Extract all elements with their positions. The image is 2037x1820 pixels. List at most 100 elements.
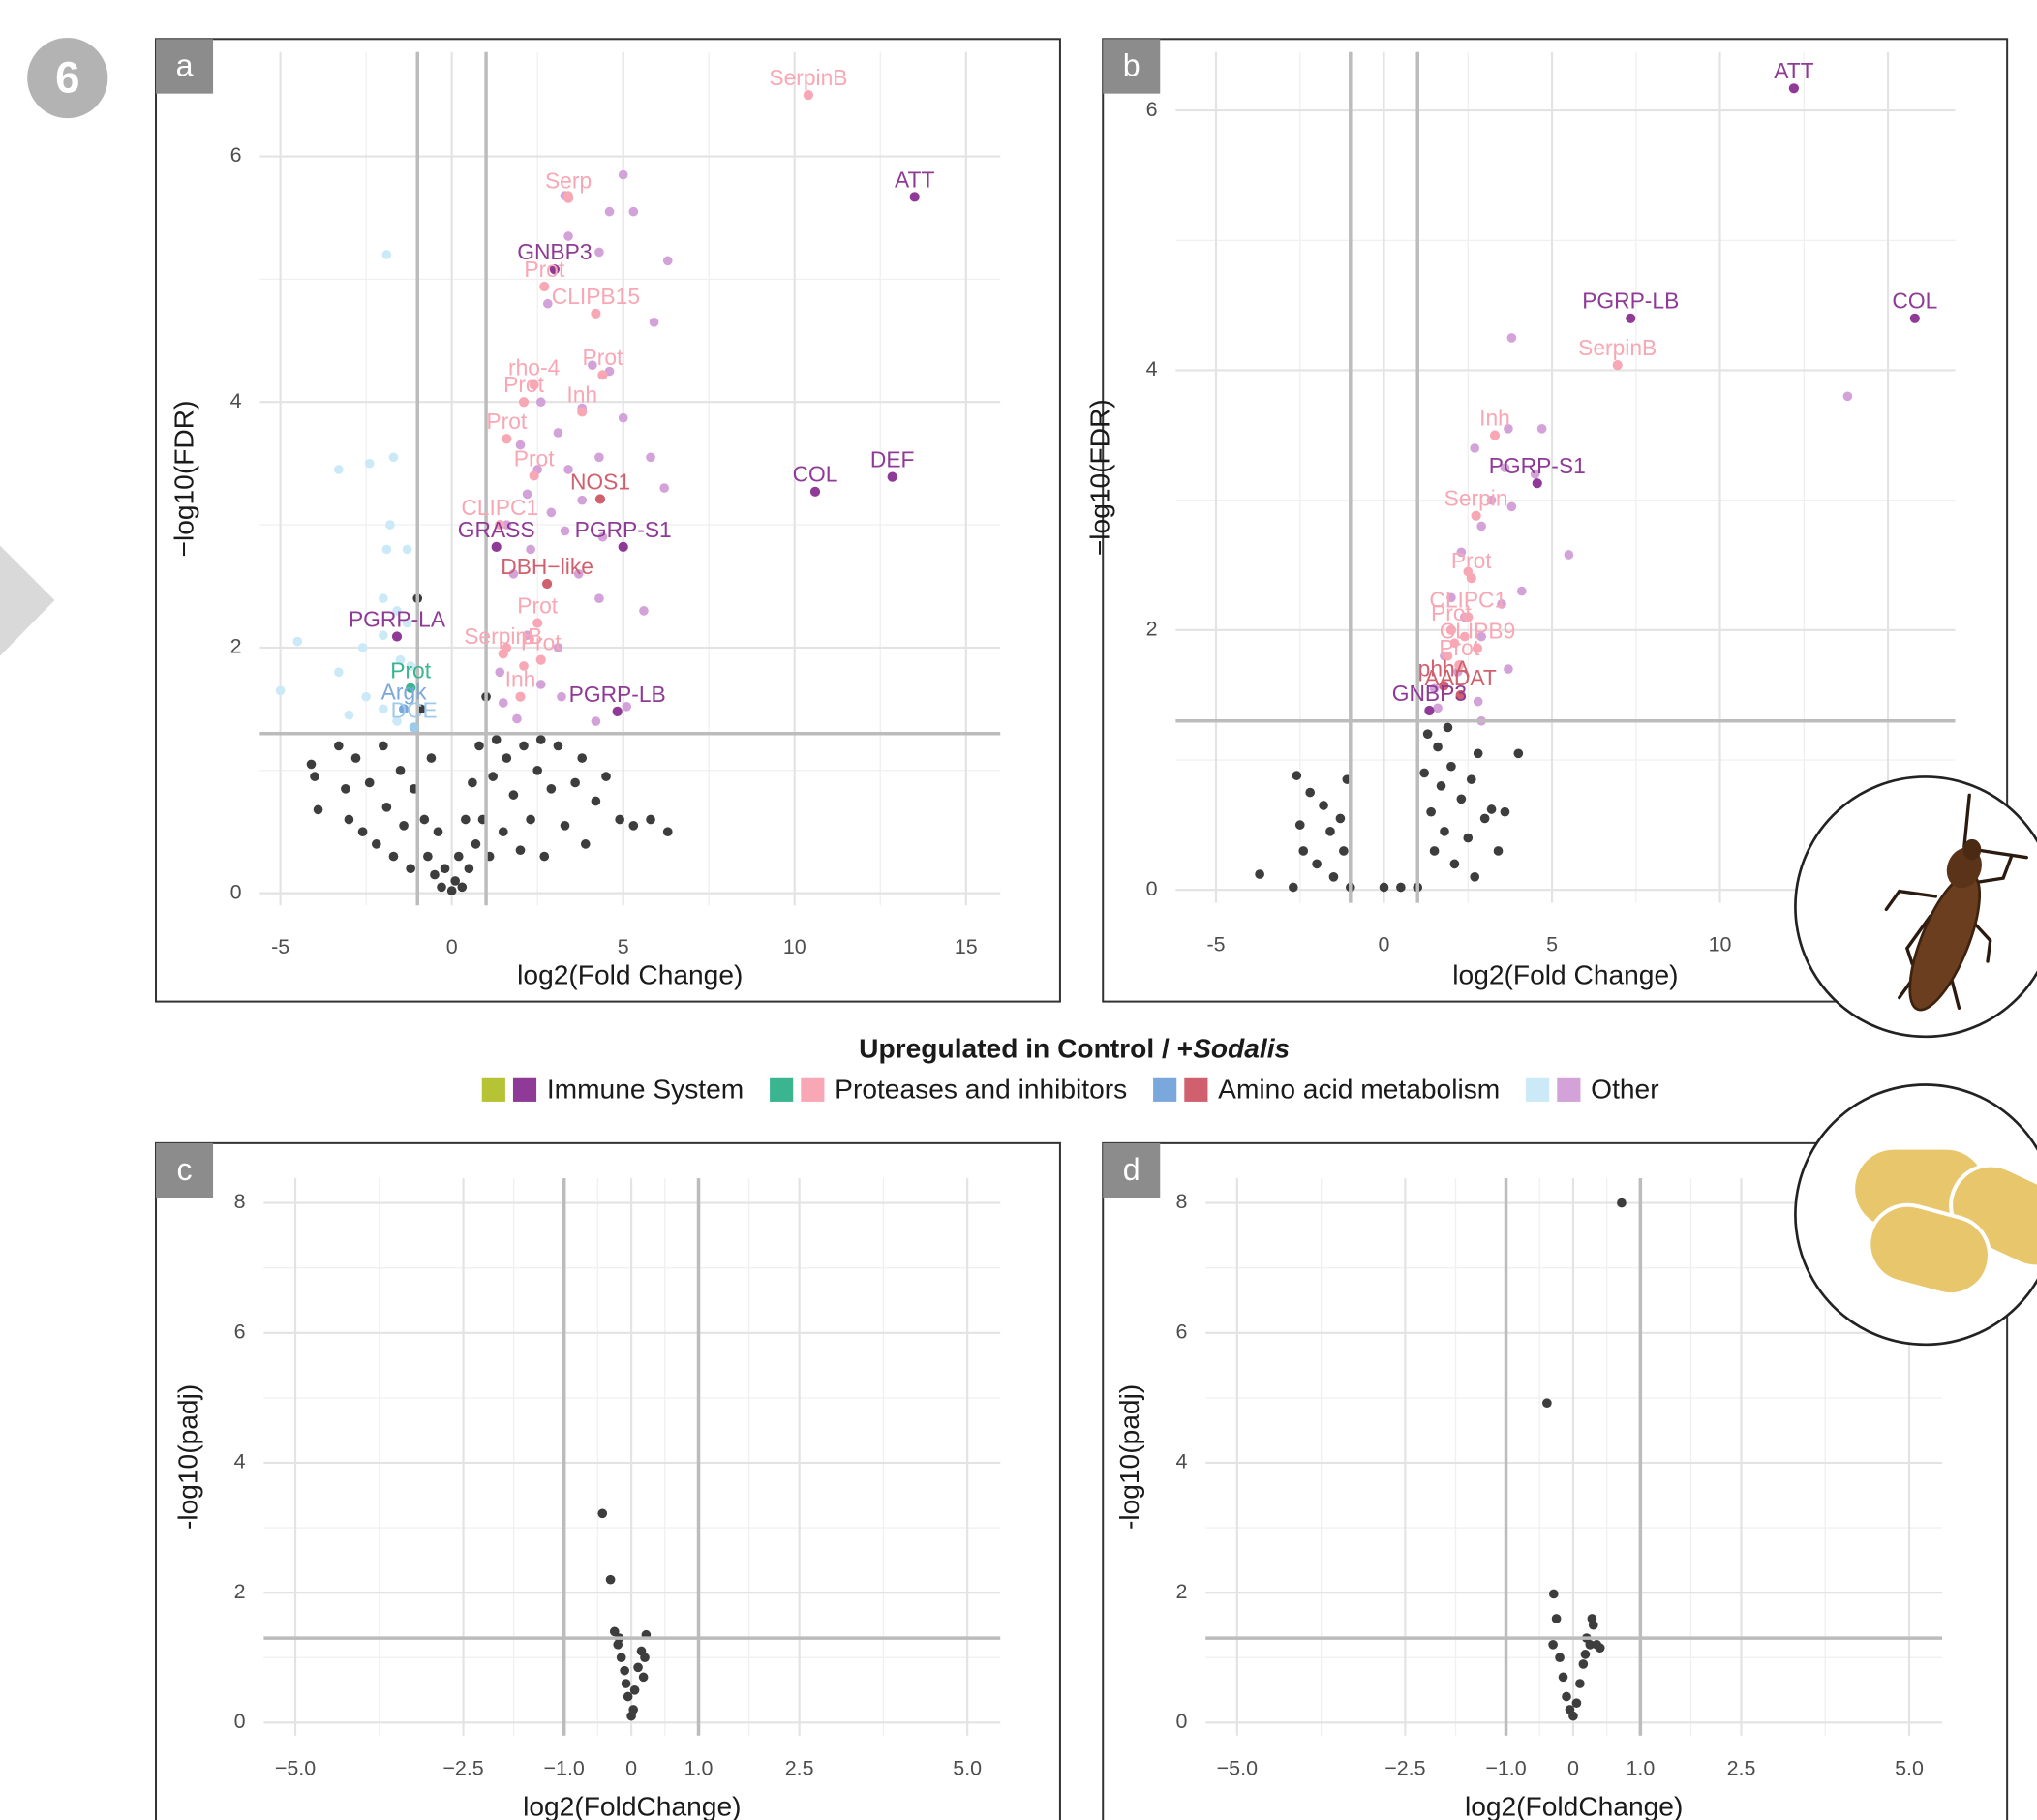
point: [547, 508, 557, 518]
point: [1513, 748, 1523, 758]
point: [1457, 794, 1467, 804]
legend-swatch: [513, 1078, 536, 1102]
annotated-point: [515, 692, 525, 702]
point: [461, 815, 471, 825]
annotated-point: [530, 470, 539, 480]
figure: 6 -50510150246SerpinBATTSerpGNBP3ProtCLI…: [0, 0, 2037, 1820]
y-axis-title: −log10(FDR): [1083, 399, 1114, 556]
point: [341, 784, 350, 794]
point: [1470, 443, 1479, 453]
point: [365, 778, 375, 788]
legend: Immune SystemProteases and inhibitorsAmi…: [482, 1074, 1659, 1105]
point: [434, 827, 443, 836]
point: [536, 680, 546, 689]
x-tick-label: 2.5: [785, 1756, 814, 1779]
x-tick-label: −5.0: [275, 1756, 316, 1779]
legend-swatch: [1153, 1078, 1176, 1102]
point: [1423, 729, 1433, 739]
point: [1295, 820, 1305, 830]
point: [526, 815, 535, 825]
panel-frame: [156, 1143, 1060, 1820]
point-label: PGRP-LB: [1582, 288, 1679, 314]
y-axis-title: -log10(padj): [1113, 1384, 1144, 1530]
point: [623, 1692, 633, 1702]
x-tick-label: 0: [446, 935, 458, 958]
y-tick-label: 2: [1176, 1580, 1188, 1603]
point: [646, 815, 655, 825]
point: [406, 864, 415, 873]
legend-title-italic: Sodalis: [1193, 1033, 1290, 1064]
point: [1396, 883, 1406, 893]
y-tick-label: 4: [1146, 357, 1158, 380]
point: [379, 593, 388, 603]
y-tick-label: 6: [230, 143, 242, 167]
point: [594, 452, 604, 462]
point: [1255, 869, 1264, 879]
point: [639, 606, 649, 616]
point: [420, 815, 430, 825]
point: [592, 797, 601, 806]
x-tick-label: -5: [1206, 933, 1225, 956]
point: [1467, 774, 1476, 784]
x-tick-label: 5: [618, 935, 629, 958]
point: [502, 753, 511, 763]
x-axis-title: log2(FoldChange): [1465, 1790, 1683, 1820]
annotated-point: [1467, 573, 1476, 583]
point: [606, 1575, 616, 1585]
point: [345, 711, 354, 720]
annotated-point: [563, 194, 573, 203]
point: [488, 772, 498, 781]
panel-label: a: [176, 47, 194, 82]
point-label: Inh: [1479, 405, 1510, 430]
point-label: Serpin: [1444, 486, 1508, 511]
point: [334, 742, 344, 751]
point-label: CLIPB15: [552, 284, 640, 309]
panel: -50510150246SerpinBATTSerpGNBP3ProtCLIPB…: [156, 39, 1060, 1001]
point-label: NOS1: [570, 469, 630, 494]
point: [629, 207, 639, 217]
point: [1305, 788, 1315, 798]
point: [1463, 834, 1473, 843]
point: [351, 753, 361, 763]
point: [441, 864, 450, 873]
y-tick-label: 4: [230, 389, 242, 412]
point: [1487, 804, 1497, 814]
point: [1581, 1650, 1591, 1659]
point: [314, 805, 323, 815]
beetle-icon: [1795, 776, 2037, 1036]
point: [365, 459, 375, 469]
legend-title: Upregulated in Control / +Sodalis: [859, 1033, 1290, 1064]
page: 6 -50510150246SerpinBATTSerpGNBP3ProtCLI…: [0, 0, 2037, 1820]
point: [292, 637, 302, 647]
x-tick-label: −2.5: [442, 1756, 483, 1779]
legend-swatch: [1184, 1078, 1207, 1102]
point-label: COL: [1892, 288, 1937, 314]
point: [628, 1705, 638, 1714]
point: [1548, 1640, 1558, 1650]
point: [594, 248, 604, 258]
x-tick-label: 0: [1379, 933, 1390, 956]
point: [396, 766, 406, 775]
legend-label: Immune System: [547, 1074, 744, 1105]
point: [1549, 1590, 1559, 1599]
annotated-point: [1472, 511, 1481, 521]
annotated-point: [619, 542, 628, 552]
point: [1325, 827, 1335, 836]
point: [361, 692, 371, 702]
point: [605, 207, 615, 217]
point: [403, 545, 412, 555]
annotated-point: [1789, 83, 1799, 93]
point: [1596, 1643, 1605, 1653]
point: [1474, 697, 1483, 707]
y-tick-label: 0: [230, 880, 242, 903]
point: [385, 520, 395, 530]
point: [399, 821, 409, 831]
point-label: GRASS: [458, 517, 535, 542]
point: [570, 778, 580, 788]
point: [465, 864, 474, 873]
point-label: Prot: [503, 372, 544, 397]
point: [650, 318, 659, 327]
point-label: ATT: [895, 167, 934, 192]
point: [1329, 872, 1339, 882]
point: [1298, 846, 1308, 856]
